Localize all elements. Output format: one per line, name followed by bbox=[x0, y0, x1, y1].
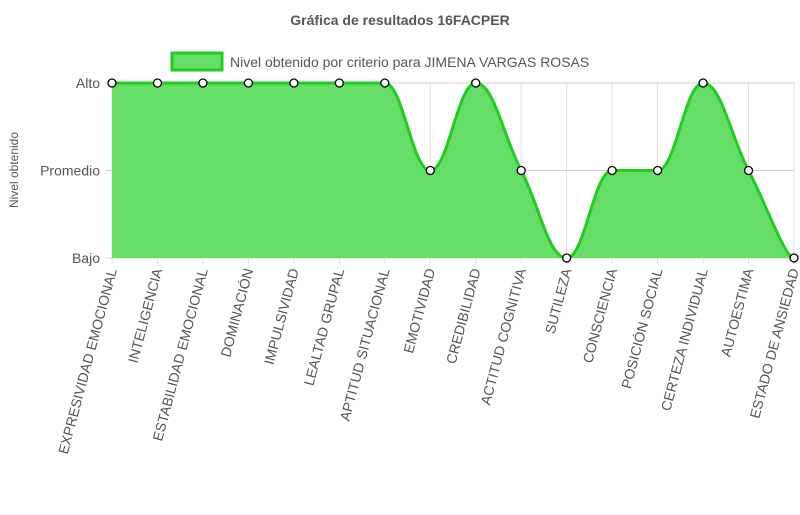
x-tick-label: LEALTAD GRUPAL bbox=[301, 266, 348, 387]
y-ticks: Bajo Promedio Alto bbox=[40, 75, 100, 266]
x-tick-label: EMOTIVIDAD bbox=[400, 267, 438, 355]
legend-swatch[interactable] bbox=[170, 51, 224, 72]
data-point[interactable] bbox=[607, 165, 617, 176]
x-tick-label: SUTILEZA bbox=[542, 266, 575, 335]
data-point[interactable] bbox=[743, 165, 754, 176]
x-tick-label: EXPRESIVIDAD EMOCIONAL bbox=[55, 266, 120, 455]
data-points bbox=[107, 78, 799, 263]
data-point[interactable] bbox=[289, 78, 299, 88]
legend-label[interactable]: Nivel obtenido por criterio para JIMENA … bbox=[230, 54, 589, 70]
legend[interactable]: Nivel obtenido por criterio para JIMENA … bbox=[170, 51, 589, 72]
series-area bbox=[112, 81, 795, 260]
x-tick-label: CREDIBILIDAD bbox=[443, 267, 484, 366]
data-point[interactable] bbox=[107, 78, 117, 88]
data-point[interactable] bbox=[562, 253, 572, 263]
y-tick-label: Bajo bbox=[72, 250, 100, 266]
y-axis-label: Nivel obtenido bbox=[7, 132, 21, 208]
data-point[interactable] bbox=[152, 78, 163, 88]
x-tick-label: AUTOESTIMA bbox=[717, 266, 756, 358]
chart-title: Gráfica de resultados 16FACPER bbox=[290, 12, 509, 28]
data-point[interactable] bbox=[652, 165, 663, 176]
data-point[interactable] bbox=[334, 78, 344, 88]
data-point[interactable] bbox=[198, 78, 208, 88]
data-point[interactable] bbox=[243, 78, 254, 88]
series-area-fill bbox=[112, 83, 794, 258]
x-tick-label: DOMINACIÓN bbox=[217, 267, 256, 359]
x-tick-label: IMPULSIVIDAD bbox=[261, 267, 302, 367]
x-tick-label: CONSCIENCIA bbox=[579, 266, 620, 365]
x-tick-label: ESTADO DE ANSIEDAD bbox=[746, 267, 800, 420]
x-tick-label: CERTEZA INDIVIDUAL bbox=[658, 266, 711, 412]
x-tick-label: POSICIÓN SOCIAL bbox=[618, 266, 666, 390]
data-point[interactable] bbox=[789, 253, 799, 263]
data-point[interactable] bbox=[471, 78, 481, 88]
y-tick-label: Alto bbox=[76, 75, 100, 91]
x-tick-label: APTITUD SITUACIONAL bbox=[337, 266, 393, 422]
x-tick-label: INTELIGENCIA bbox=[125, 266, 166, 365]
data-point[interactable] bbox=[698, 78, 708, 88]
x-tick-label: ACTITUD COGNITIVA bbox=[477, 266, 529, 407]
x-ticks: EXPRESIVIDAD EMOCIONAL INTELIGENCIAESTABI… bbox=[55, 266, 800, 456]
y-tick-label: Promedio bbox=[40, 163, 100, 179]
data-point[interactable] bbox=[380, 78, 390, 88]
data-point[interactable] bbox=[425, 165, 435, 176]
data-point[interactable] bbox=[516, 165, 526, 176]
